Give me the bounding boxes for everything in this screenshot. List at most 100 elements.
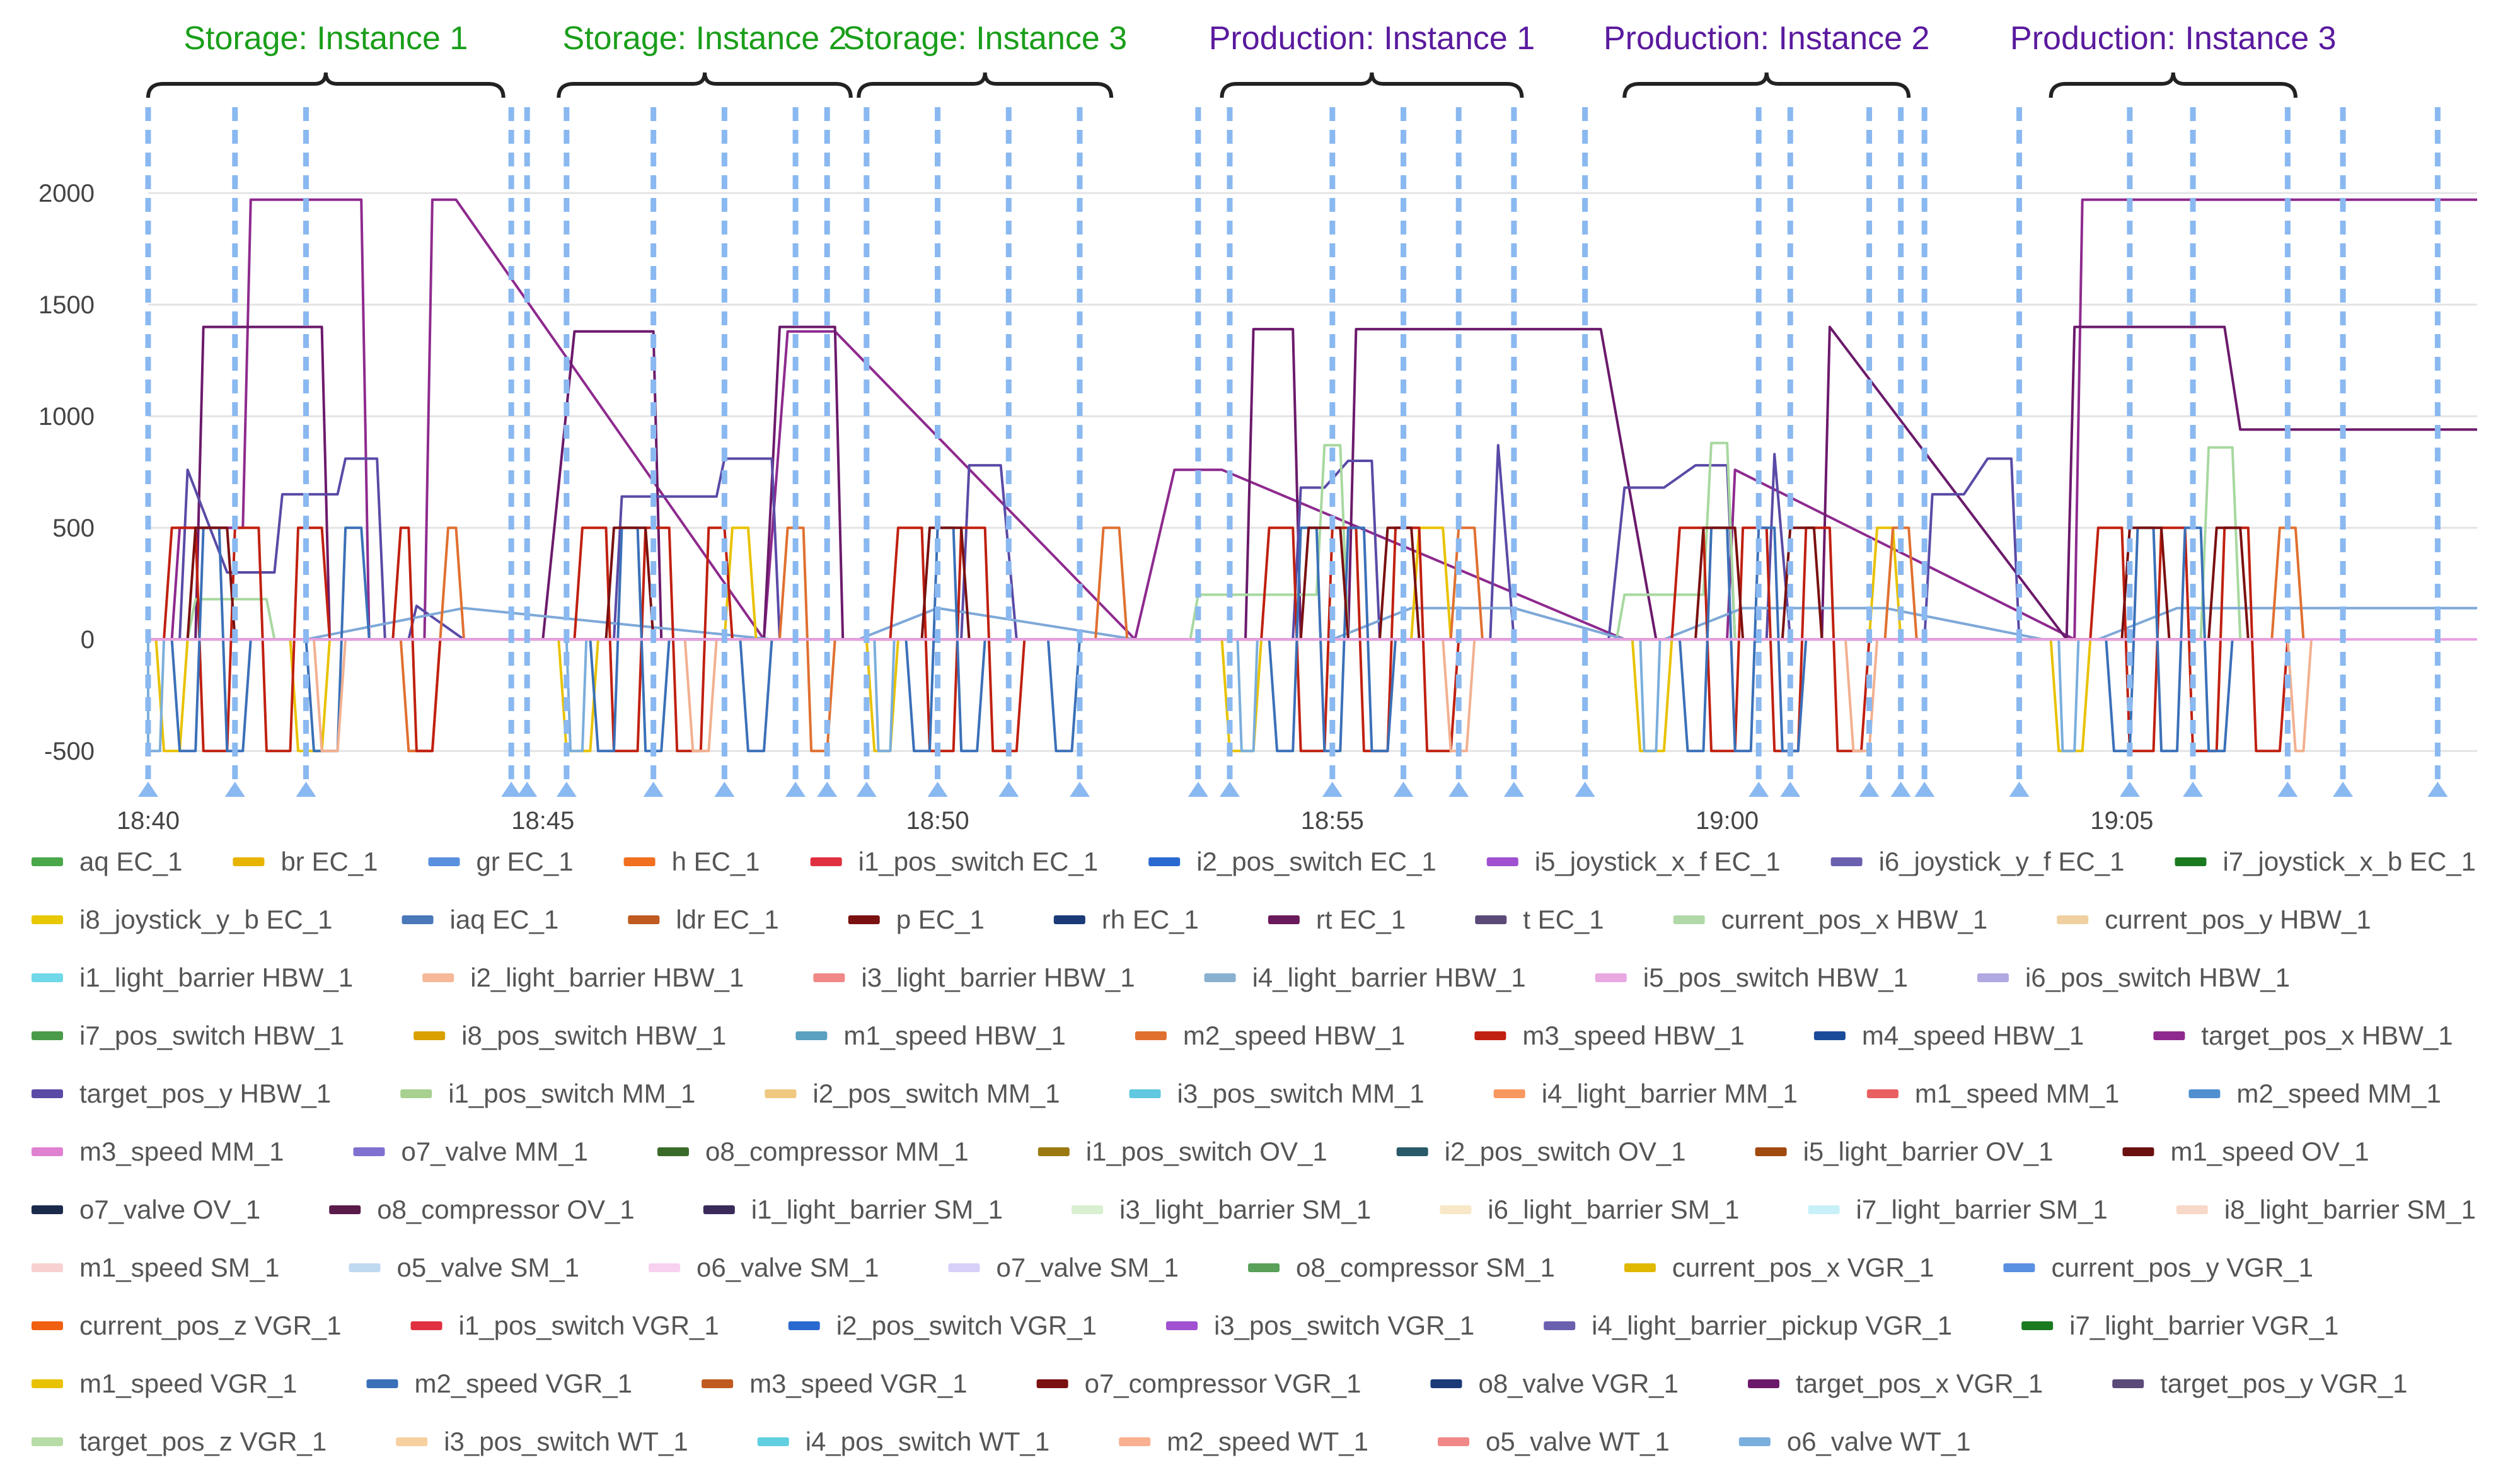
event-marker-icon[interactable] xyxy=(2009,782,2030,797)
legend-item[interactable]: i1_pos_switch EC_1 xyxy=(810,847,1099,876)
legend-item[interactable]: target_pos_x HBW_1 xyxy=(2153,1021,2453,1050)
event-marker-icon[interactable] xyxy=(1914,782,1935,797)
legend-item[interactable]: i7_light_barrier SM_1 xyxy=(1808,1195,2108,1224)
event-marker-icon[interactable] xyxy=(1322,782,1343,797)
legend-item[interactable]: i4_pos_switch WT_1 xyxy=(757,1427,1050,1456)
legend-item[interactable]: i6_light_barrier SM_1 xyxy=(1440,1195,1740,1224)
legend-item[interactable]: i4_light_barrier_pickup VGR_1 xyxy=(1544,1311,1952,1340)
legend-item[interactable]: i6_joystick_y_f EC_1 xyxy=(1830,847,2125,876)
legend-item[interactable]: current_pos_x HBW_1 xyxy=(1673,905,1988,934)
legend-item[interactable]: i7_pos_switch HBW_1 xyxy=(32,1021,344,1050)
legend-item[interactable]: i8_pos_switch HBW_1 xyxy=(413,1021,726,1050)
event-marker-icon[interactable] xyxy=(224,782,245,797)
legend-item[interactable]: m2_speed HBW_1 xyxy=(1135,1021,1406,1050)
legend-item[interactable]: target_pos_z VGR_1 xyxy=(32,1427,327,1456)
legend-item[interactable]: m4_speed HBW_1 xyxy=(1813,1021,2084,1050)
legend-item[interactable]: br EC_1 xyxy=(233,847,378,876)
legend-item[interactable]: o7_compressor VGR_1 xyxy=(1036,1369,1361,1398)
legend-item[interactable]: m1_speed VGR_1 xyxy=(32,1369,298,1398)
legend-item[interactable]: current_pos_y HBW_1 xyxy=(2057,905,2371,934)
legend-item[interactable]: iaq EC_1 xyxy=(402,905,559,934)
legend-item[interactable]: i5_joystick_x_f EC_1 xyxy=(1486,847,1781,876)
legend-item[interactable]: o7_valve SM_1 xyxy=(948,1253,1179,1282)
legend-item[interactable]: i8_joystick_y_b EC_1 xyxy=(32,905,333,934)
legend-item[interactable]: i6_pos_switch HBW_1 xyxy=(1977,963,2290,992)
legend-layer[interactable]: aq EC_1 br EC_1 gr EC_1 h EC_1 i1_pos_switch… xyxy=(32,847,2476,1456)
legend-item[interactable]: o8_valve VGR_1 xyxy=(1430,1369,1679,1398)
legend-item[interactable]: i4_light_barrier HBW_1 xyxy=(1204,963,1526,992)
legend-item[interactable]: i1_pos_switch OV_1 xyxy=(1037,1137,1327,1166)
legend-item[interactable]: o8_compressor OV_1 xyxy=(329,1195,635,1224)
legend-item[interactable]: i1_pos_switch VGR_1 xyxy=(410,1311,719,1340)
legend-item[interactable]: rh EC_1 xyxy=(1053,905,1199,934)
event-marker-icon[interactable] xyxy=(1219,782,1240,797)
legend-item[interactable]: o5_valve WT_1 xyxy=(1438,1427,1670,1456)
legend-item[interactable]: o7_valve OV_1 xyxy=(32,1195,260,1224)
event-marker-icon[interactable] xyxy=(1575,782,1595,797)
event-marker-icon[interactable] xyxy=(296,782,316,797)
event-marker-icon[interactable] xyxy=(138,782,158,797)
event-marker-icon[interactable] xyxy=(2119,782,2140,797)
legend-item[interactable]: m3_speed HBW_1 xyxy=(1474,1021,1745,1050)
event-marker-icon[interactable] xyxy=(817,782,838,797)
legend-item[interactable]: i3_pos_switch WT_1 xyxy=(396,1427,688,1456)
event-marker-icon[interactable] xyxy=(643,782,664,797)
event-marker-icon[interactable] xyxy=(1890,782,1911,797)
event-marker-icon[interactable] xyxy=(1859,782,1880,797)
legend-item[interactable]: m3_speed VGR_1 xyxy=(702,1369,968,1398)
event-marker-icon[interactable] xyxy=(998,782,1019,797)
legend-item[interactable]: m2_speed WT_1 xyxy=(1119,1427,1368,1456)
legend-item[interactable]: target_pos_y HBW_1 xyxy=(32,1079,331,1108)
legend-item[interactable]: m1_speed HBW_1 xyxy=(795,1021,1066,1050)
event-marker-icon[interactable] xyxy=(1780,782,1801,797)
legend-item[interactable]: o6_valve SM_1 xyxy=(649,1253,879,1282)
event-marker-icon[interactable] xyxy=(2427,782,2448,797)
legend-item[interactable]: i2_pos_switch OV_1 xyxy=(1396,1137,1686,1166)
legend-item[interactable]: current_pos_z VGR_1 xyxy=(32,1311,342,1340)
legend-item[interactable]: rt EC_1 xyxy=(1268,905,1406,934)
legend-item[interactable]: o6_valve WT_1 xyxy=(1738,1427,1971,1456)
legend-item[interactable]: i8_light_barrier SM_1 xyxy=(2176,1195,2476,1224)
event-marker-icon[interactable] xyxy=(1748,782,1769,797)
event-marker-icon[interactable] xyxy=(2183,782,2204,797)
legend-item[interactable]: i4_light_barrier MM_1 xyxy=(1493,1079,1798,1108)
event-marker-icon[interactable] xyxy=(856,782,877,797)
event-marker-icon[interactable] xyxy=(1188,782,1208,797)
legend-item[interactable]: i3_light_barrier HBW_1 xyxy=(813,963,1135,992)
legend-item[interactable]: current_pos_y VGR_1 xyxy=(2003,1253,2313,1282)
legend-item[interactable]: current_pos_x VGR_1 xyxy=(1624,1253,1934,1282)
event-marker-icon[interactable] xyxy=(2333,782,2354,797)
event-marker-icon[interactable] xyxy=(785,782,806,797)
legend-item[interactable]: target_pos_x VGR_1 xyxy=(1747,1369,2043,1398)
event-marker-icon[interactable] xyxy=(556,782,577,797)
event-marker-icon[interactable] xyxy=(1503,782,1524,797)
legend-item[interactable]: m1_speed MM_1 xyxy=(1866,1079,2120,1108)
legend-item[interactable]: m1_speed OV_1 xyxy=(2122,1137,2369,1166)
event-marker-icon[interactable] xyxy=(1448,782,1469,797)
legend-item[interactable]: i1_pos_switch MM_1 xyxy=(400,1079,695,1108)
legend-item[interactable]: i5_light_barrier OV_1 xyxy=(1755,1137,2054,1166)
legend-item[interactable]: i3_pos_switch VGR_1 xyxy=(1165,1311,1474,1340)
legend-item[interactable]: o5_valve SM_1 xyxy=(349,1253,580,1282)
event-marker-icon[interactable] xyxy=(714,782,735,797)
legend-item[interactable]: i7_joystick_x_b EC_1 xyxy=(2175,847,2476,876)
legend-item[interactable]: ldr EC_1 xyxy=(628,905,779,934)
event-marker-icon[interactable] xyxy=(927,782,948,797)
legend-item[interactable]: o8_compressor SM_1 xyxy=(1248,1253,1555,1282)
legend-item[interactable]: i5_pos_switch HBW_1 xyxy=(1595,963,1908,992)
legend-item[interactable]: p EC_1 xyxy=(848,905,985,934)
legend-item[interactable]: i3_pos_switch MM_1 xyxy=(1129,1079,1425,1108)
legend-item[interactable]: i3_light_barrier SM_1 xyxy=(1072,1195,1371,1224)
event-marker-icon[interactable] xyxy=(2277,782,2298,797)
legend-item[interactable]: o8_compressor MM_1 xyxy=(657,1137,969,1166)
legend-item[interactable]: m3_speed MM_1 xyxy=(32,1137,284,1166)
event-marker-icon[interactable] xyxy=(1070,782,1090,797)
legend-item[interactable]: i2_pos_switch EC_1 xyxy=(1148,847,1436,876)
legend-item[interactable]: i1_light_barrier SM_1 xyxy=(703,1195,1003,1224)
event-marker-icon[interactable] xyxy=(517,782,538,797)
event-marker-icon[interactable] xyxy=(1393,782,1414,797)
legend-item[interactable]: m2_speed VGR_1 xyxy=(366,1369,633,1398)
legend-item[interactable]: i2_light_barrier HBW_1 xyxy=(422,963,744,992)
legend-item[interactable]: h EC_1 xyxy=(623,847,760,876)
legend-item[interactable]: i2_pos_switch MM_1 xyxy=(765,1079,1060,1108)
